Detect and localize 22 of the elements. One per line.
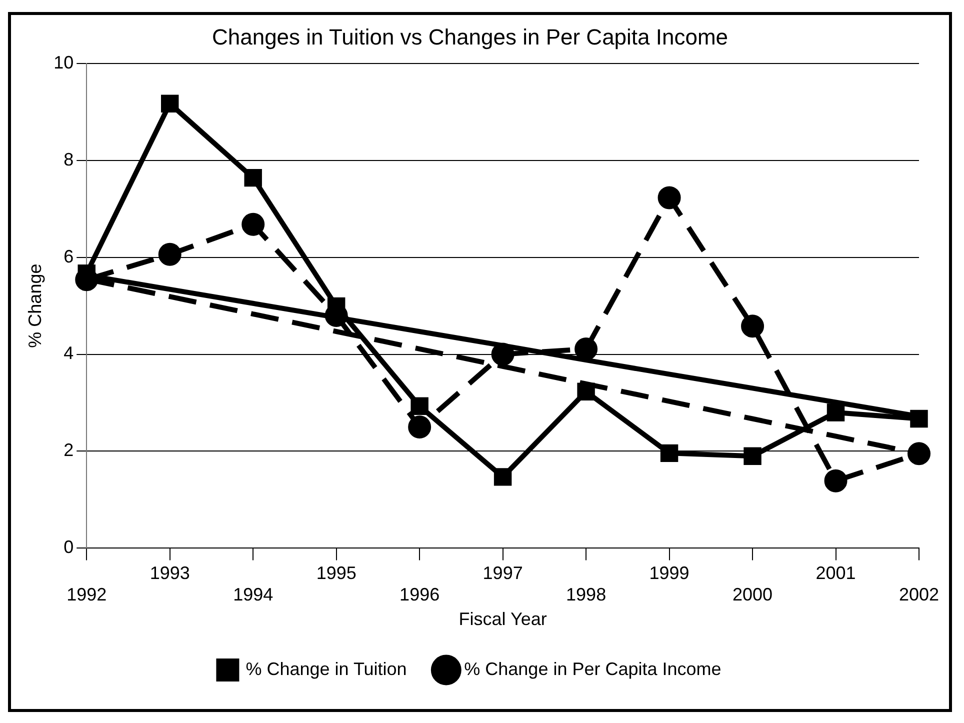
x-tick-label: 1999	[649, 562, 690, 583]
x-axis-title: Fiscal Year	[458, 609, 547, 630]
x-tick-label: 1993	[150, 562, 190, 583]
x-tick-label: 1992	[66, 584, 107, 605]
chart-title: Changes in Tuition vs Changes in Per Capita Income	[212, 24, 728, 50]
y-tick-label: 4	[64, 343, 74, 364]
x-tick-label: 1997	[482, 562, 523, 583]
y-tick-label: 8	[64, 149, 74, 170]
legend-label: % Change in Tuition	[246, 658, 407, 679]
legend-label: % Change in Per Capita Income	[464, 658, 722, 679]
x-tick-label: 1994	[233, 584, 274, 605]
y-tick-label: 10	[54, 52, 74, 72]
x-tick-label: 1995	[316, 562, 356, 583]
x-tick-label: 2002	[898, 584, 940, 605]
y-axis-title: % Change	[24, 264, 45, 348]
x-tick-label: 1996	[400, 584, 440, 605]
x-tick-label: 1998	[566, 584, 606, 605]
y-tick-label: 0	[64, 537, 74, 558]
x-tick-label: 2000	[732, 584, 773, 605]
y-tick-label: 6	[64, 246, 74, 266]
x-tick-label: 2001	[816, 562, 856, 583]
y-tick-label: 2	[64, 440, 74, 460]
